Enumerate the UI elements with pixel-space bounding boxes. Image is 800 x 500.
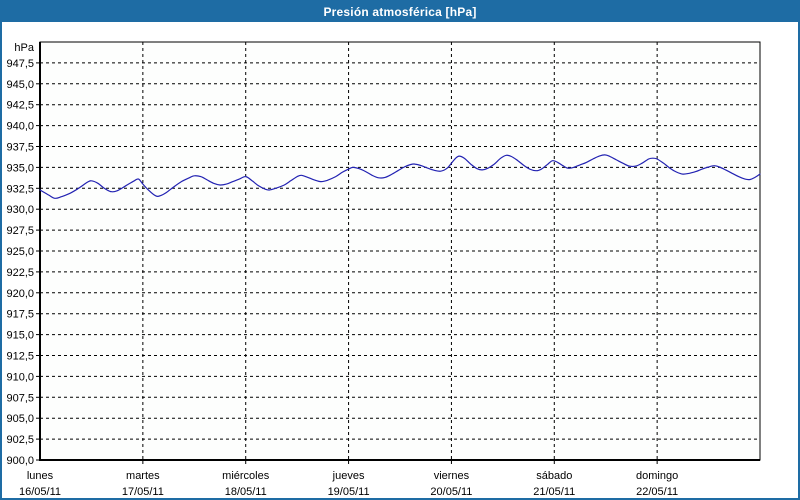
x-day-label: sábado bbox=[536, 470, 572, 482]
x-date-label: 20/05/11 bbox=[430, 486, 472, 498]
y-tick-label: 907,5 bbox=[6, 392, 34, 404]
chart-title-bar: Presión atmosférica [hPa] bbox=[2, 2, 798, 22]
y-tick-label: 932,5 bbox=[6, 183, 34, 195]
y-tick-label: 922,5 bbox=[6, 267, 34, 279]
y-tick-label: 915,0 bbox=[6, 330, 34, 342]
x-date-label: 17/05/11 bbox=[122, 486, 164, 498]
y-tick-label: 947,5 bbox=[6, 58, 34, 70]
y-tick-label: 935,0 bbox=[6, 162, 34, 174]
x-date-label: 16/05/11 bbox=[19, 486, 61, 498]
x-day-label: viernes bbox=[434, 470, 470, 482]
y-tick-label: 942,5 bbox=[6, 100, 34, 112]
y-tick-label: 912,5 bbox=[6, 351, 34, 363]
y-axis-unit-label: hPa bbox=[14, 42, 34, 54]
y-tick-label: 905,0 bbox=[6, 413, 34, 425]
chart-area: 900,0 902,5 905,0 907,5 910,0 912,5 915,0 917,5… bbox=[2, 22, 798, 498]
x-day-label: martes bbox=[126, 470, 160, 482]
x-date-label: 21/05/11 bbox=[533, 486, 575, 498]
y-tick-label: 917,5 bbox=[6, 309, 34, 321]
pressure-series-line bbox=[39, 154, 761, 199]
y-tick-label: 937,5 bbox=[6, 142, 34, 154]
y-tick-label: 930,0 bbox=[6, 204, 34, 216]
x-day-label: domingo bbox=[636, 470, 678, 482]
x-day-label: jueves bbox=[332, 470, 365, 482]
y-tick-label: 940,0 bbox=[6, 121, 34, 133]
y-tick-label: 945,0 bbox=[6, 79, 34, 91]
x-date-label: 22/05/11 bbox=[636, 486, 678, 498]
x-day-label: lunes bbox=[27, 470, 54, 482]
y-tick-label: 902,5 bbox=[6, 434, 34, 446]
y-tick-label: 900,0 bbox=[6, 455, 34, 467]
y-tick-label: 927,5 bbox=[6, 225, 34, 237]
y-tick-label: 920,0 bbox=[6, 288, 34, 300]
x-date-label: 18/05/11 bbox=[225, 486, 267, 498]
pressure-line-chart: 900,0 902,5 905,0 907,5 910,0 912,5 915,0 917,5… bbox=[6, 41, 761, 498]
chart-title: Presión atmosférica [hPa] bbox=[323, 5, 477, 19]
x-day-label: miércoles bbox=[222, 470, 270, 482]
y-tick-label: 910,0 bbox=[6, 371, 34, 383]
x-date-label: 19/05/11 bbox=[328, 486, 370, 498]
y-tick-label: 925,0 bbox=[6, 246, 34, 258]
